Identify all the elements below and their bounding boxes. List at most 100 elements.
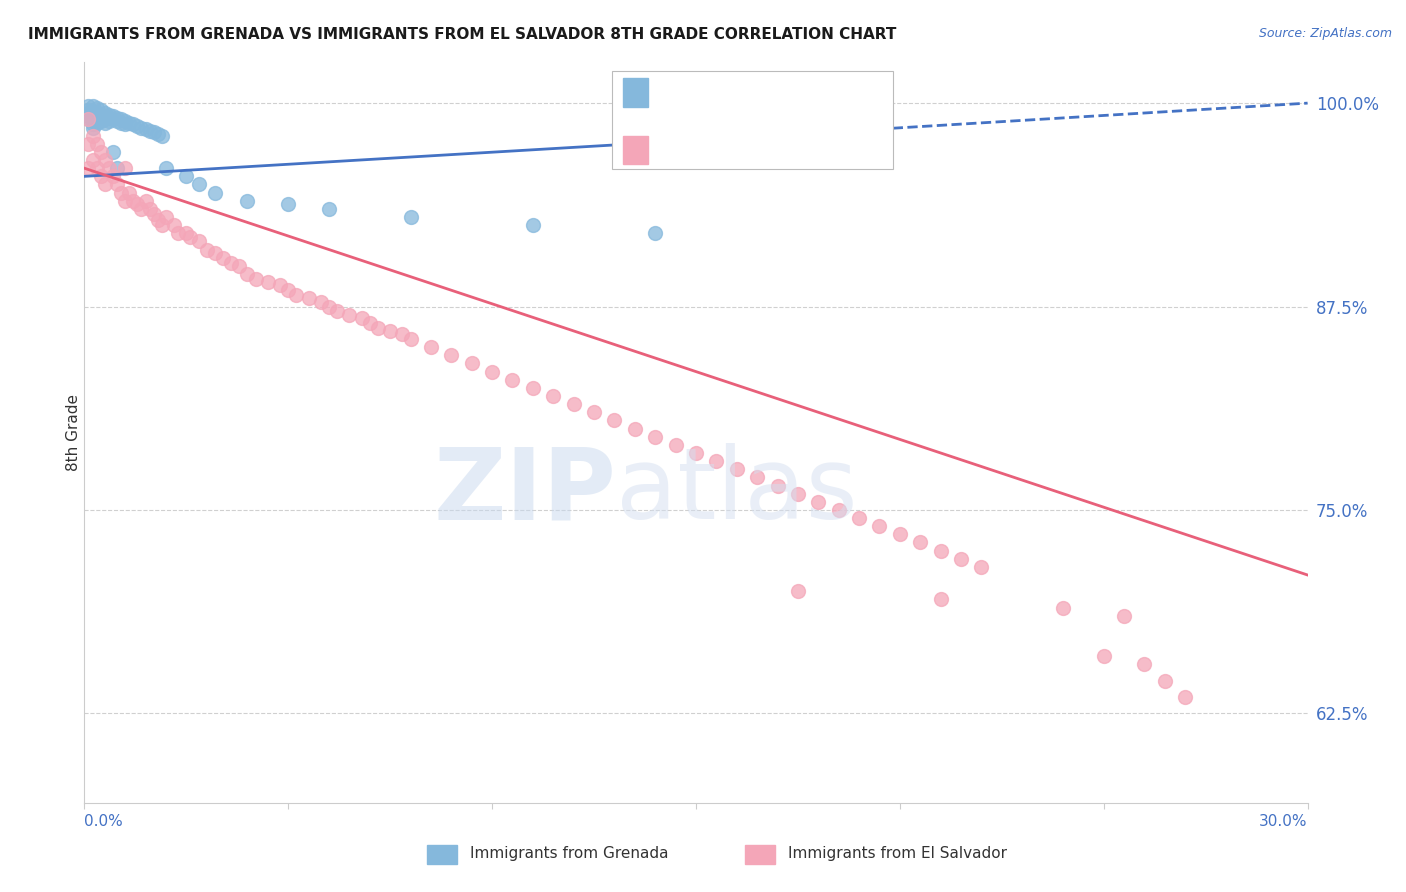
Point: [90, 107, 112, 121]
Point: [1052, 600, 1074, 615]
Point: [77, 136, 100, 151]
Point: [204, 186, 226, 200]
Point: [122, 117, 145, 131]
Point: [929, 543, 952, 558]
Point: [118, 186, 141, 200]
Point: [603, 413, 626, 427]
Point: [127, 197, 149, 211]
Point: [101, 145, 124, 159]
Text: Immigrants from Grenada: Immigrants from Grenada: [470, 846, 668, 861]
Point: [77, 161, 100, 176]
Text: ZIP: ZIP: [433, 443, 616, 541]
Point: [624, 421, 647, 435]
Point: [391, 327, 413, 342]
Point: [77, 112, 100, 127]
Point: [179, 229, 201, 244]
Point: [1114, 608, 1136, 623]
Point: [105, 114, 128, 128]
Point: [298, 292, 321, 306]
Point: [889, 527, 911, 541]
Point: [93, 153, 115, 167]
Point: [481, 365, 503, 379]
Point: [380, 324, 402, 338]
Point: [359, 316, 381, 330]
Point: [502, 373, 524, 387]
Point: [82, 111, 104, 125]
Point: [204, 245, 226, 260]
Point: [122, 194, 145, 208]
Point: [212, 251, 235, 265]
Point: [82, 120, 104, 135]
Point: [970, 559, 993, 574]
Point: [174, 227, 197, 241]
Point: [105, 161, 128, 176]
Point: [93, 115, 115, 129]
Point: [167, 227, 190, 241]
Point: [101, 112, 124, 127]
Point: [848, 511, 870, 525]
Point: [86, 136, 108, 151]
Point: [90, 114, 112, 128]
Point: [644, 430, 666, 444]
Point: [77, 112, 100, 127]
Point: [326, 304, 349, 318]
Point: [1154, 673, 1177, 688]
Point: [910, 535, 932, 549]
Point: [195, 243, 218, 257]
Point: [257, 275, 280, 289]
Point: [142, 207, 165, 221]
Point: [1174, 690, 1197, 704]
Point: [101, 109, 124, 123]
Point: [187, 235, 209, 249]
Point: [665, 438, 688, 452]
Point: [82, 99, 104, 113]
Point: [950, 551, 973, 566]
Point: [127, 119, 149, 133]
Point: [82, 153, 104, 167]
Point: [90, 111, 112, 125]
Point: [86, 106, 108, 120]
Point: [787, 486, 810, 500]
Point: [110, 186, 132, 200]
Point: [236, 194, 259, 208]
Point: [138, 124, 160, 138]
Text: Source: ZipAtlas.com: Source: ZipAtlas.com: [1258, 27, 1392, 40]
Point: [522, 218, 544, 232]
Point: [114, 161, 136, 176]
Point: [93, 106, 115, 120]
Point: [285, 288, 308, 302]
Point: [97, 114, 120, 128]
Point: [93, 178, 115, 192]
FancyBboxPatch shape: [427, 845, 457, 863]
Point: [131, 202, 153, 216]
Point: [245, 272, 267, 286]
Point: [131, 120, 153, 135]
Point: [339, 308, 361, 322]
Point: [82, 128, 104, 143]
Point: [522, 381, 544, 395]
Point: [135, 122, 157, 136]
Point: [747, 470, 769, 484]
Point: [236, 267, 259, 281]
Point: [187, 178, 209, 192]
Point: [787, 584, 810, 599]
Point: [86, 109, 108, 123]
Point: [82, 114, 104, 128]
Point: [644, 227, 666, 241]
Text: Immigrants from El Salvador: Immigrants from El Salvador: [787, 846, 1007, 861]
Point: [1092, 649, 1115, 664]
Point: [105, 111, 128, 125]
Point: [82, 104, 104, 119]
Point: [828, 503, 851, 517]
Point: [174, 169, 197, 184]
Point: [90, 145, 112, 159]
FancyBboxPatch shape: [745, 845, 776, 863]
Point: [309, 294, 332, 309]
Point: [725, 462, 748, 476]
Point: [461, 356, 484, 370]
Y-axis label: 8th Grade: 8th Grade: [66, 394, 80, 471]
Point: [146, 127, 169, 141]
Point: [277, 197, 299, 211]
Point: [142, 125, 165, 139]
Point: [269, 278, 291, 293]
